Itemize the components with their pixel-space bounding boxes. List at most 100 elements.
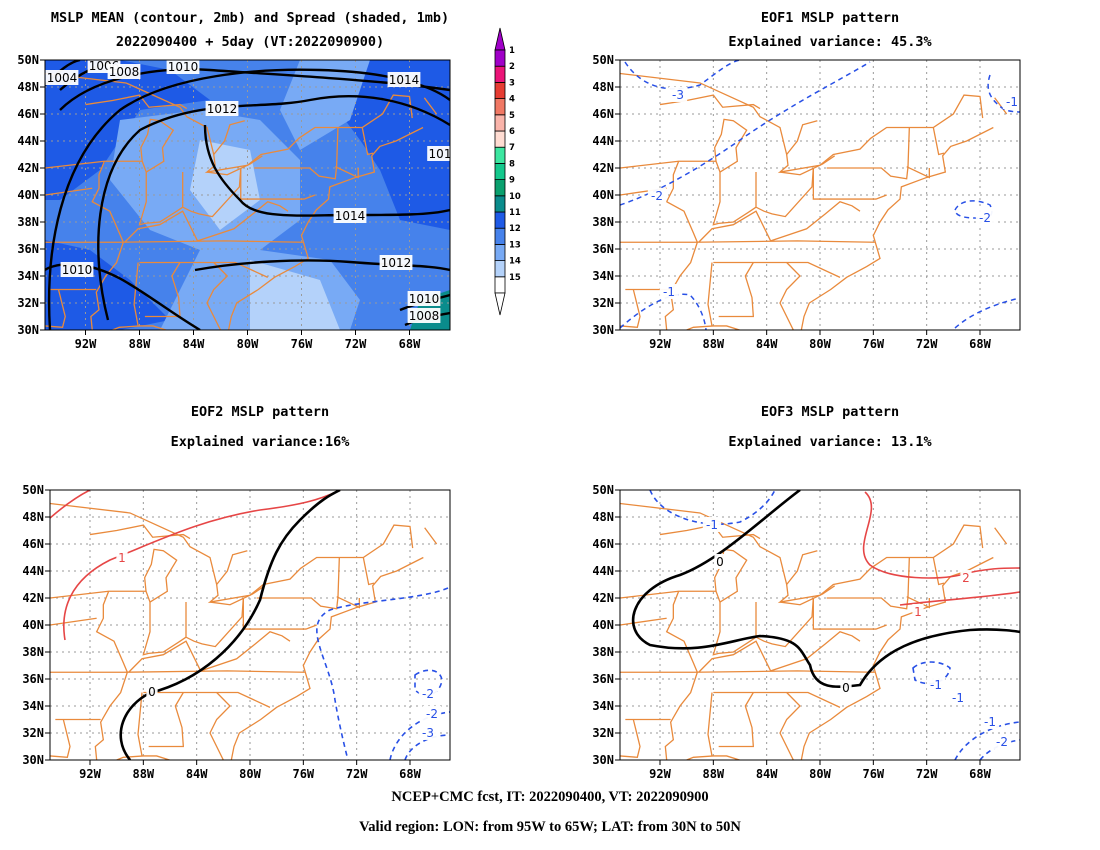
lat-tick-label: 44N	[17, 134, 39, 148]
colorbar-swatch	[494, 179, 506, 197]
lat-tick-label: 44N	[592, 134, 614, 148]
boundary-line	[620, 160, 716, 169]
boundary-line	[770, 631, 861, 672]
axis-ticks: 50N 48N 46N 44N 42N 40N 38N 36N 34N 32N 30N 92W 88W 8…	[592, 483, 991, 781]
contour-label: -2	[979, 211, 991, 225]
boundary-line	[770, 201, 861, 242]
boundary-line	[664, 161, 699, 330]
lon-tick-label: 92W	[649, 767, 671, 781]
lon-tick-label: 84W	[756, 767, 778, 781]
boundary-line	[256, 557, 340, 610]
lat-tick-label: 42N	[17, 161, 39, 175]
contour-label: 1014	[389, 73, 420, 87]
boundary-line	[361, 127, 374, 156]
lat-tick-label: 32N	[592, 296, 614, 310]
colorbar-swatch	[494, 195, 506, 213]
lat-tick-label: 34N	[17, 269, 39, 283]
boundary-line	[45, 187, 93, 196]
contour-label: -3	[422, 726, 434, 740]
lon-tick-label: 92W	[649, 337, 671, 351]
lat-tick-label: 40N	[17, 188, 39, 202]
colorbar-swatch	[494, 227, 506, 245]
lon-tick-label: 80W	[809, 337, 831, 351]
lat-tick-label: 30N	[592, 323, 614, 337]
boundary-line	[800, 126, 994, 330]
boundary-line	[826, 557, 910, 610]
lat-tick-label: 34N	[22, 699, 44, 713]
graticule	[620, 490, 1020, 760]
lat-tick-label: 48N	[22, 510, 44, 524]
lat-tick-label: 32N	[22, 726, 44, 740]
lat-tick-label: 34N	[592, 699, 614, 713]
contour-label: 1008	[109, 65, 140, 79]
lat-tick-label: 48N	[592, 80, 614, 94]
contour-label: -1	[706, 518, 718, 532]
panel2-subtitle: Explained variance: 45.3%	[728, 34, 932, 50]
boundary-line	[812, 598, 887, 630]
boundary-line	[698, 210, 772, 243]
boundary-line	[128, 640, 202, 673]
colorbar-swatch	[494, 98, 506, 116]
colorbar-label: 5	[509, 111, 515, 121]
lat-tick-label: 50N	[17, 53, 39, 67]
contour-label: 1010	[168, 60, 199, 74]
lon-tick-label: 76W	[292, 767, 314, 781]
lon-tick-label: 72W	[345, 337, 367, 351]
boundary-line	[755, 167, 814, 218]
boundary-line	[230, 556, 424, 760]
contour-label: 1004	[47, 71, 78, 85]
boundary-line	[712, 172, 757, 226]
boundary-line	[50, 719, 71, 758]
boundary-line	[144, 548, 178, 603]
colorbar-swatch	[494, 260, 506, 278]
panel4-subtitle: Explained variance: 13.1%	[728, 434, 932, 450]
lat-tick-label: 40N	[592, 188, 614, 202]
contour-label: 0	[148, 685, 156, 699]
contour-label: 1010	[62, 263, 93, 277]
colorbar-swatch	[494, 82, 506, 100]
boundary-line	[620, 240, 875, 243]
contour-label: 1010	[409, 292, 440, 306]
eof1-contours	[620, 60, 1020, 330]
lat-tick-label: 30N	[17, 323, 39, 337]
lon-tick-label: 88W	[702, 767, 724, 781]
lon-tick-label: 72W	[916, 767, 938, 781]
contour-label: 1014	[335, 209, 366, 223]
boundary-line	[707, 262, 713, 327]
boundary-line	[137, 692, 143, 757]
boundary-line	[85, 94, 188, 110]
panel3-subtitle: Explained variance:16%	[170, 434, 350, 450]
boundary-line	[620, 719, 641, 758]
boundary-line	[684, 755, 767, 760]
lon-tick-label: 80W	[809, 767, 831, 781]
boundary-line	[144, 262, 181, 318]
panel1-subtitle: 2022090400 + 5day (VT:2022090900)	[115, 34, 385, 50]
lat-tick-label: 42N	[592, 591, 614, 605]
boundary-line	[143, 691, 271, 708]
colorbar-swatch	[494, 114, 506, 132]
lat-tick-label: 34N	[592, 269, 614, 283]
lat-tick-label: 40N	[592, 618, 614, 632]
boundary-line	[620, 590, 716, 599]
lat-tick-label: 32N	[592, 726, 614, 740]
boundary-line	[139, 261, 269, 278]
boundary-line	[712, 602, 757, 656]
lat-tick-label: 32N	[17, 296, 39, 310]
footer-line2: Valid region: LON: from 95W to 65W; LAT:…	[359, 819, 741, 835]
colorbar-label: 9	[509, 176, 515, 186]
boundary-line	[142, 602, 187, 656]
boundary-line	[148, 692, 185, 748]
boundary-line	[50, 617, 97, 626]
colorbar-swatch	[494, 162, 506, 180]
contour-label: 1012	[207, 102, 238, 116]
boundary-line	[786, 120, 818, 155]
colorbar-swatch	[494, 243, 506, 261]
colorbar-swatch	[494, 65, 506, 83]
lon-tick-label: 88W	[132, 767, 154, 781]
lon-tick-label: 92W	[79, 767, 101, 781]
colorbar-label: 13	[509, 240, 521, 250]
colorbar-swatch	[494, 49, 506, 67]
